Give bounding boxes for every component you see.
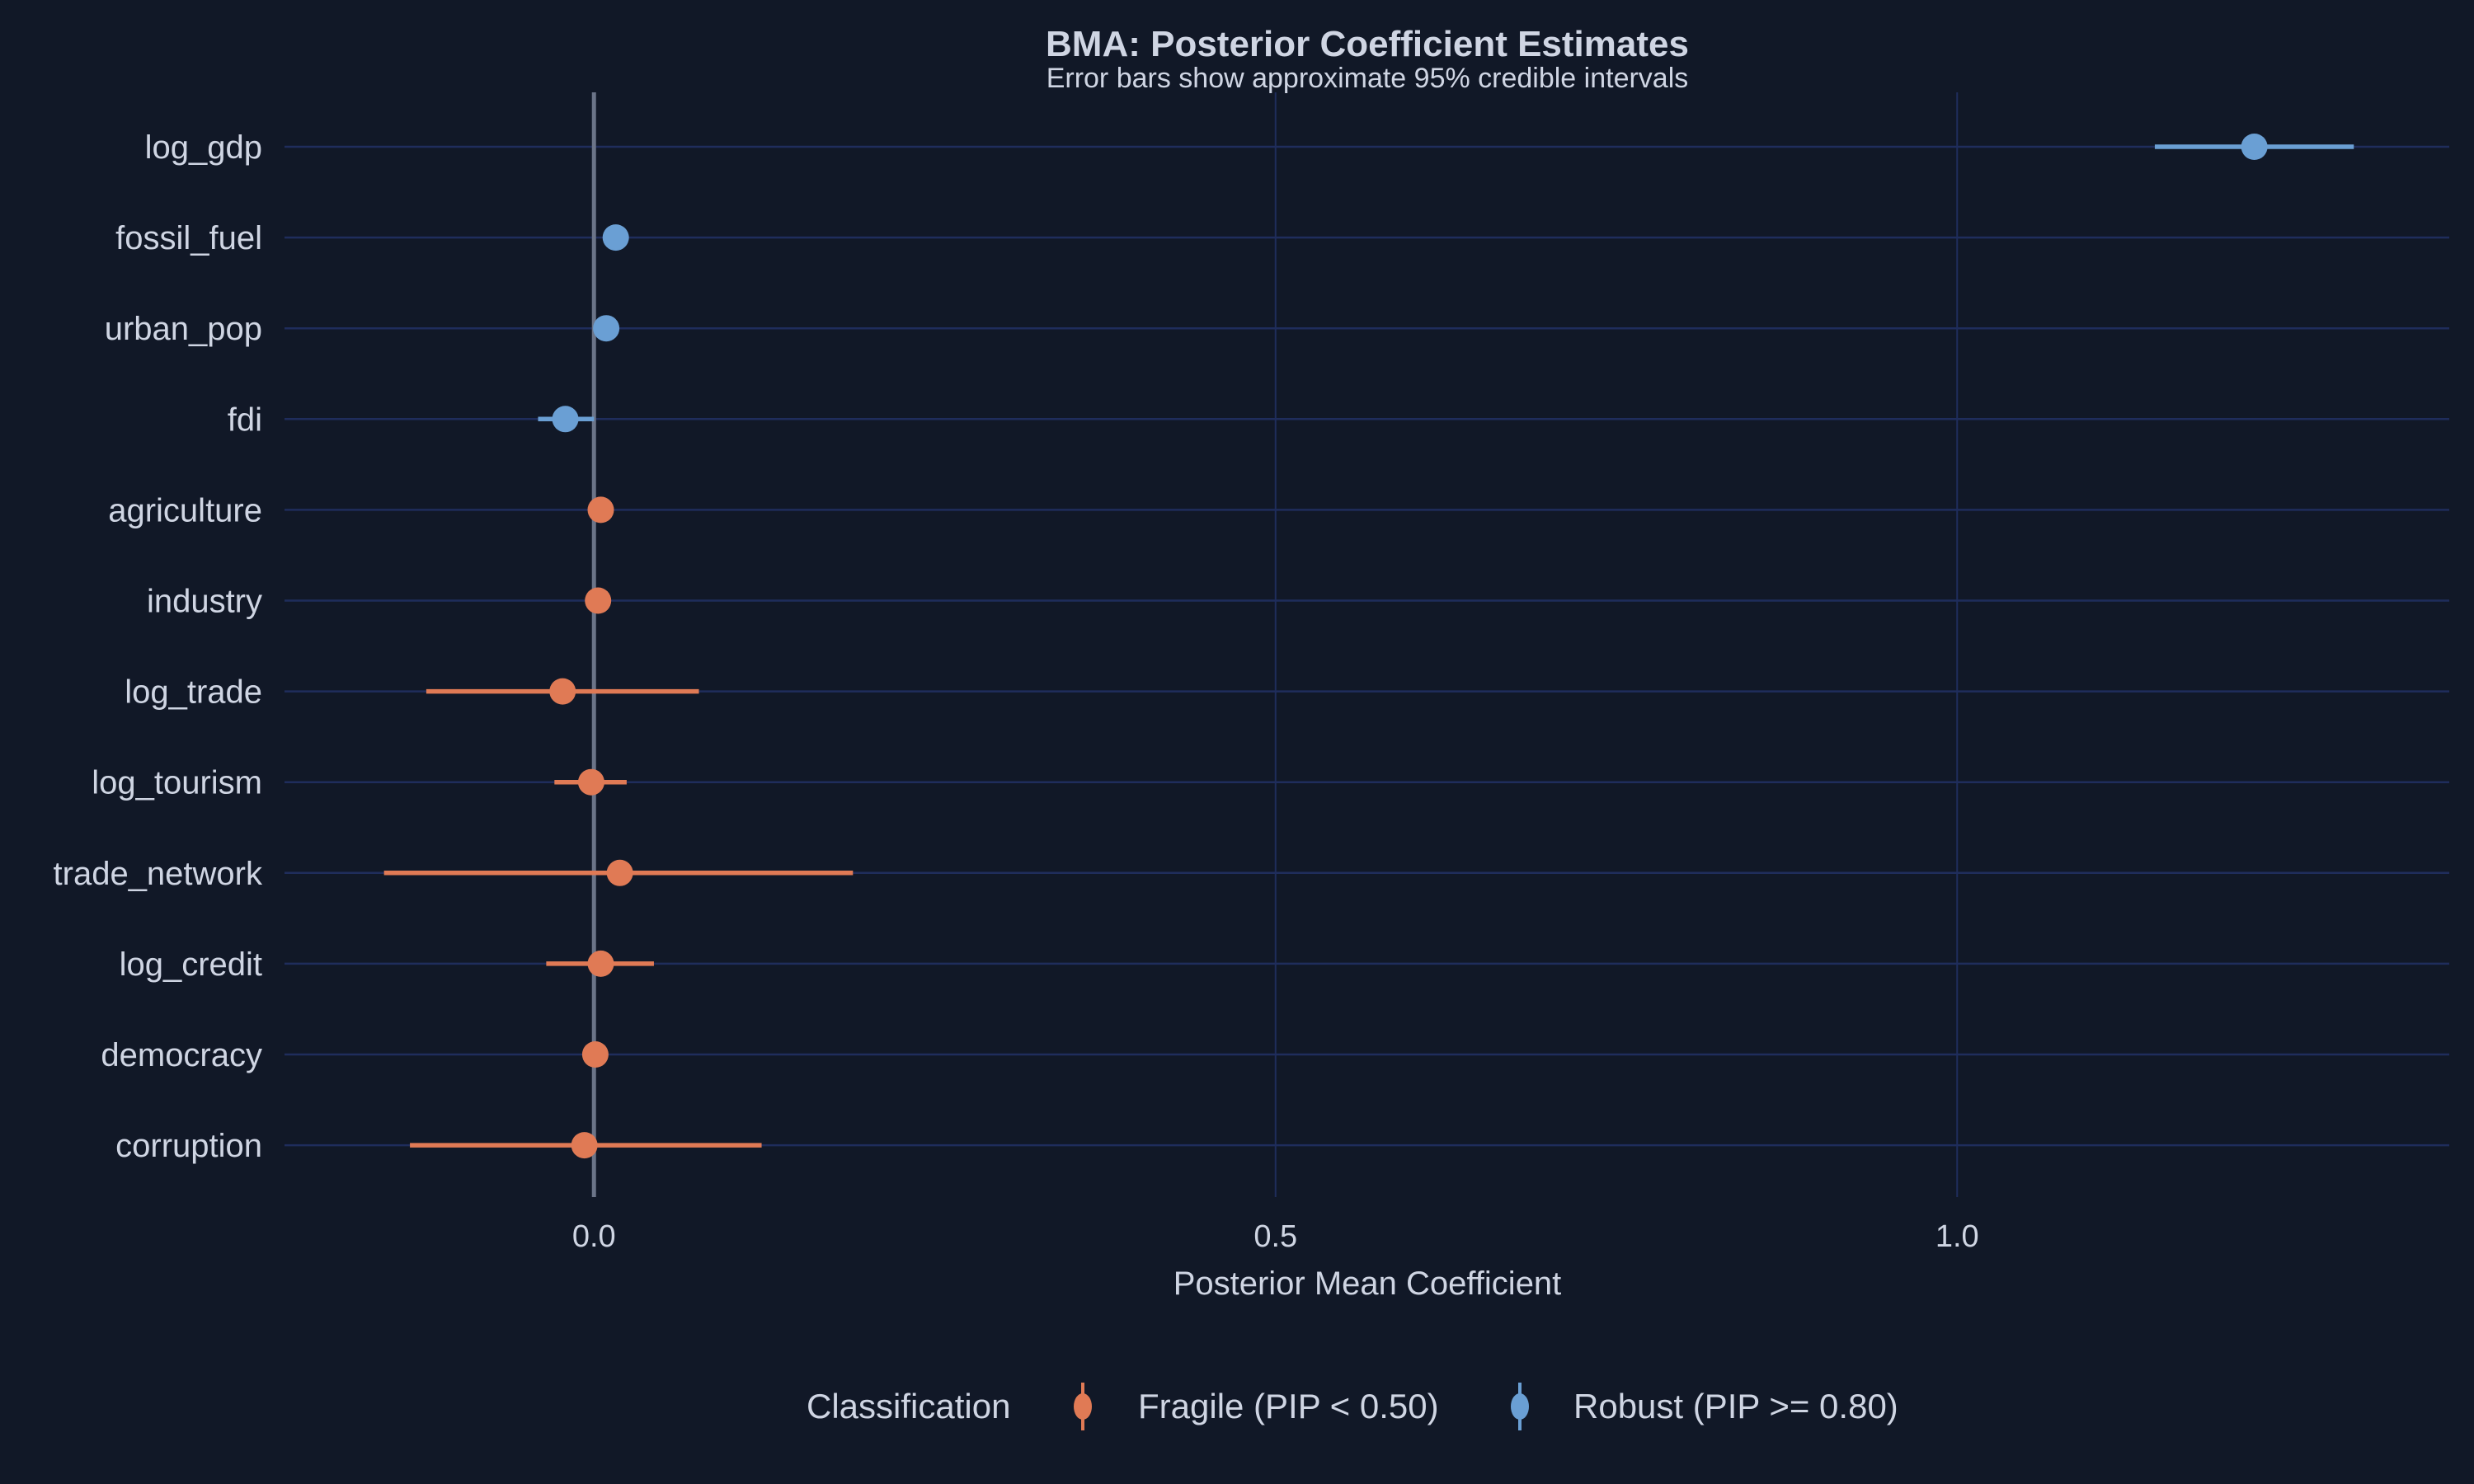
x-tick-label: 0.0 xyxy=(572,1219,616,1254)
point-corruption xyxy=(571,1132,598,1159)
point-log_credit xyxy=(587,950,614,977)
data-marks xyxy=(383,134,2354,1159)
legend-label: Robust (PIP >= 0.80) xyxy=(1573,1387,1898,1425)
legend-title: Classification xyxy=(807,1387,1010,1425)
y-tick-label: corruption xyxy=(115,1128,262,1164)
point-democracy xyxy=(581,1041,609,1068)
y-tick-label: democracy xyxy=(101,1037,262,1073)
point-agriculture xyxy=(587,496,614,524)
y-tick-label: fossil_fuel xyxy=(115,220,262,256)
point-trade_network xyxy=(606,859,633,886)
y-tick-label: fdi xyxy=(228,402,262,438)
point-log_trade xyxy=(549,678,576,705)
y-tick-label: log_credit xyxy=(120,946,262,983)
y-tick-label: log_tourism xyxy=(92,765,262,801)
y-tick-label: urban_pop xyxy=(105,311,262,347)
point-industry xyxy=(585,587,612,614)
y-tick-label: industry xyxy=(147,584,262,620)
legend-item-fragile: Fragile (PIP < 0.50) xyxy=(1074,1383,1439,1430)
x-axis-label: Posterior Mean Coefficient xyxy=(1174,1266,1562,1302)
x-tick-label: 0.5 xyxy=(1253,1219,1297,1254)
legend-label: Fragile (PIP < 0.50) xyxy=(1138,1387,1439,1425)
y-tick-label: log_trade xyxy=(125,674,262,711)
x-axis-ticks: 0.0 0.5 1.0 xyxy=(572,1219,1979,1254)
legend-item-robust: Robust (PIP >= 0.80) xyxy=(1511,1383,1898,1430)
point-log_tourism xyxy=(577,768,604,796)
point-fdi xyxy=(552,406,579,433)
point-fossil_fuel xyxy=(602,224,629,251)
chart-title: BMA: Posterior Coefficient Estimates xyxy=(1046,24,1689,64)
point-urban_pop xyxy=(593,315,620,342)
y-tick-label: log_gdp xyxy=(145,129,262,166)
legend: Classification Fragile (PIP < 0.50) Robus… xyxy=(807,1383,1898,1430)
legend-key-point xyxy=(1074,1393,1092,1420)
x-tick-label: 1.0 xyxy=(1935,1219,1979,1254)
legend-key-point xyxy=(1511,1393,1529,1420)
y-tick-label: agriculture xyxy=(108,492,262,528)
point-log_gdp xyxy=(2241,134,2268,160)
chart-subtitle: Error bars show approximate 95% credible… xyxy=(1047,63,1689,94)
y-tick-label: trade_network xyxy=(54,856,263,892)
